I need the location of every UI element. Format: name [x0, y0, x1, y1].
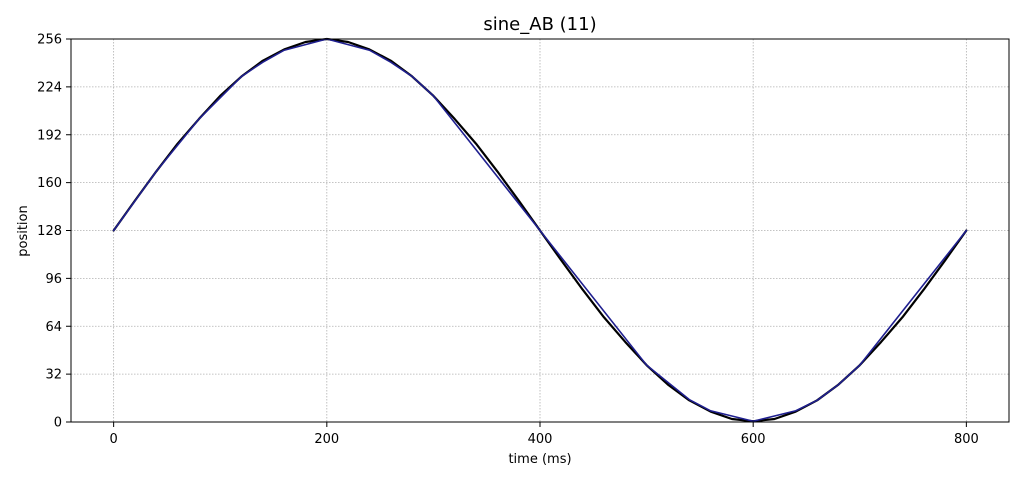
- y-tick-label-4: 128: [37, 224, 62, 239]
- plot-frame: [70, 38, 1010, 423]
- series-line-1: [112, 38, 968, 423]
- y-axis-label: position: [16, 205, 31, 257]
- y-tick-label-0: 0: [54, 416, 62, 431]
- tick-layer: 0 200 400 600 800 0 32 64 96 128 160 192 224 256: [37, 33, 979, 448]
- x-axis-label: time (ms): [508, 452, 571, 467]
- y-tick-label-7: 224: [37, 80, 62, 95]
- series-layer: [112, 37, 968, 423]
- chart-title: sine_AB (11): [483, 14, 596, 35]
- y-tick-label-6: 192: [37, 128, 62, 143]
- y-tick-label-5: 160: [37, 176, 62, 191]
- x-tick-label-0: 0: [109, 432, 117, 447]
- y-tick-label-3: 96: [45, 272, 62, 287]
- x-tick-label-3: 600: [741, 432, 766, 447]
- x-tick-label-4: 800: [954, 432, 979, 447]
- x-tick-label-1: 200: [314, 432, 339, 447]
- y-tick-label-2: 64: [45, 320, 62, 335]
- x-tick-label-2: 400: [528, 432, 553, 447]
- y-tick-label-8: 256: [37, 33, 62, 48]
- y-tick-label-1: 32: [45, 368, 62, 383]
